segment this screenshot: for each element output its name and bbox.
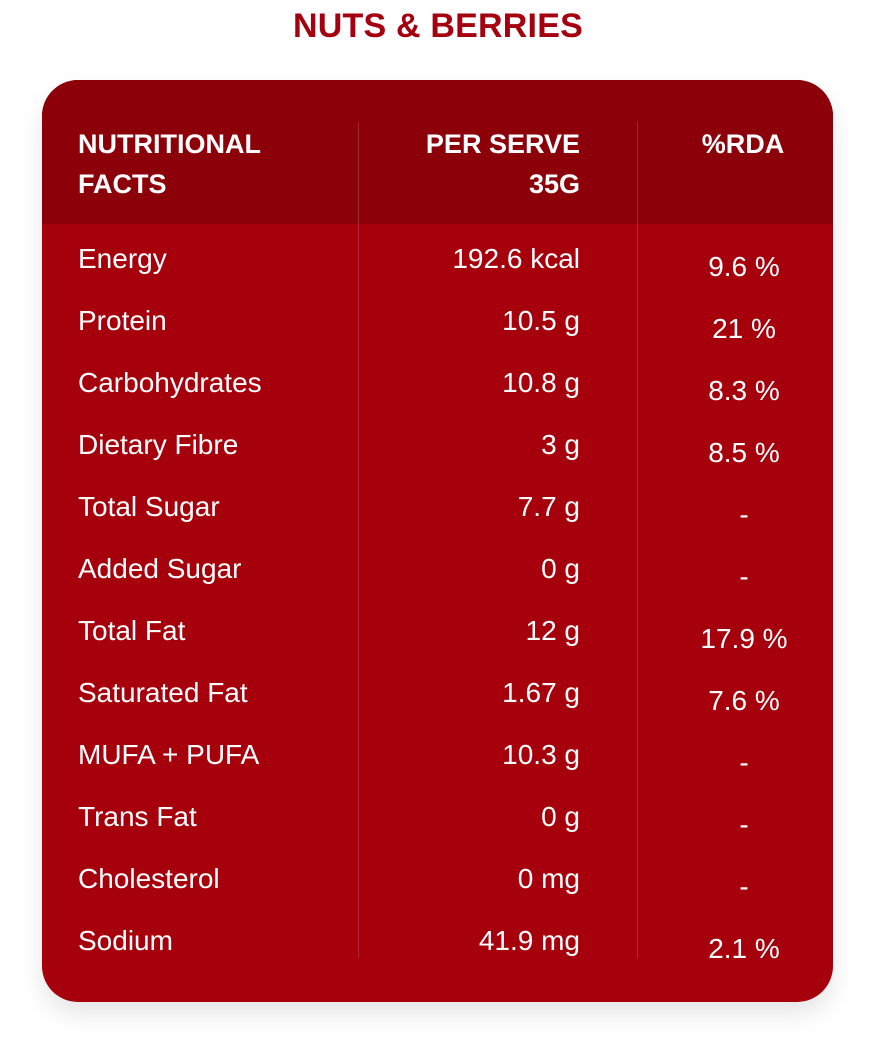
table-row: Added Sugar 0 g - [42,541,833,603]
table-row: Sodium 41.9 mg 2.1 % [42,913,833,975]
nutrient-value: 7.7 g [517,491,580,522]
table-body: Energy 192.6 kcal 9.6 % Protein 10.5 g 2… [42,231,833,975]
nutrient-name: Sodium [78,925,173,956]
nutrient-rda: 7.6 % [708,685,780,716]
nutrient-rda: - [739,747,749,778]
header-label: PER SERVE [425,129,580,159]
nutrient-name: Saturated Fat [78,677,248,708]
nutrient-name: Dietary Fibre [78,429,239,460]
nutrient-value: 0 g [541,553,580,584]
column-divider [358,122,359,958]
nutrient-name: Carbohydrates [78,367,262,398]
table-row: Saturated Fat 1.67 g 7.6 % [42,665,833,727]
nutrient-value: 12 g [525,615,581,646]
nutrient-value: 41.9 mg [478,925,580,956]
nutrient-value: 192.6 kcal [452,243,580,274]
nutrient-rda: - [739,561,749,592]
header-rda: %RDA [642,124,833,164]
nutrient-rda: - [739,871,749,902]
nutrient-value: 10.5 g [502,305,580,336]
table-row: Protein 10.5 g 21 % [42,293,833,355]
table-row: MUFA + PUFA 10.3 g - [42,727,833,789]
nutrient-name: Added Sugar [78,553,242,584]
nutrition-table: NUTRITIONAL FACTS PER SERVE 35G %RDA Ene… [42,80,833,1002]
nutrient-name: Total Sugar [78,491,220,522]
nutrient-name: Energy [78,243,167,274]
nutrient-value: 0 mg [517,863,580,894]
table-row: Trans Fat 0 g - [42,789,833,851]
table-row: Dietary Fibre 3 g 8.5 % [42,417,833,479]
nutrient-name: Protein [78,305,167,336]
table-row: Total Fat 12 g 17.9 % [42,603,833,665]
table-header [42,80,833,224]
header-per-serve: PER SERVE 35G [362,124,580,204]
header-label: 35G [528,169,580,199]
nutrient-name: MUFA + PUFA [78,739,260,770]
nutrient-rda: - [739,809,749,840]
header-label: FACTS [78,169,167,199]
page-title: NUTS & BERRIES [293,7,583,45]
nutrient-name: Total Fat [78,615,186,646]
nutrient-rda: 8.5 % [708,437,780,468]
table-row: Cholesterol 0 mg - [42,851,833,913]
nutrient-rda: 21 % [712,313,776,344]
header-label: %RDA [701,129,785,159]
nutrient-value: 0 g [541,801,580,832]
table-row: Energy 192.6 kcal 9.6 % [42,231,833,293]
nutrient-value: 10.3 g [502,739,580,770]
nutrient-value: 1.67 g [502,677,580,708]
nutrient-value: 10.8 g [502,367,580,398]
nutrient-name: Cholesterol [78,863,220,894]
nutrient-rda: 17.9 % [700,623,788,654]
nutrient-rda: 8.3 % [708,375,780,406]
nutrient-rda: 9.6 % [708,251,780,282]
header-nutritional-facts: NUTRITIONAL FACTS [78,124,338,204]
nutrient-rda: - [739,499,749,530]
table-row: Total Sugar 7.7 g - [42,479,833,541]
table-row: Carbohydrates 10.8 g 8.3 % [42,355,833,417]
nutrient-rda: 2.1 % [708,933,780,964]
nutrient-value: 3 g [541,429,580,460]
column-divider [637,122,638,958]
nutrient-name: Trans Fat [78,801,197,832]
header-label: NUTRITIONAL [78,129,261,159]
